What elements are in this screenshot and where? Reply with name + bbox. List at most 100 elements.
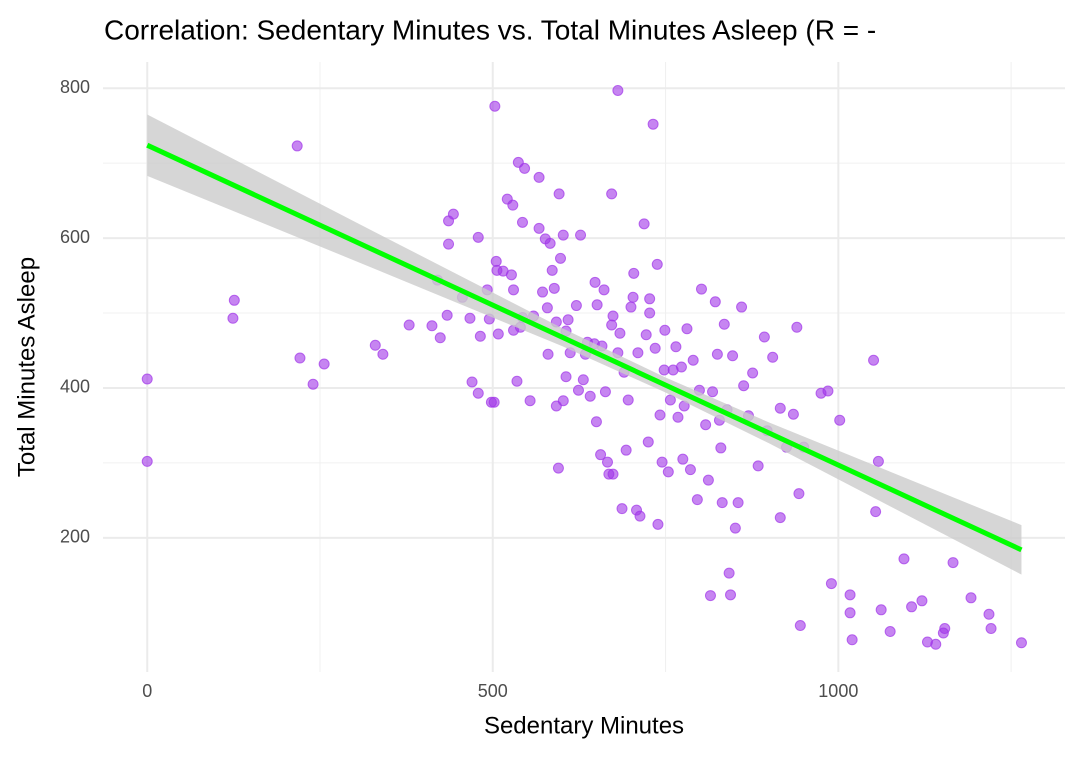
x-tick-label: 500 — [478, 681, 508, 701]
data-point — [620, 444, 632, 456]
data-point — [474, 330, 486, 342]
data-point — [606, 188, 618, 200]
data-point — [598, 284, 610, 296]
data-point — [868, 354, 880, 366]
data-point — [625, 301, 637, 313]
x-tick-label: 1000 — [818, 681, 858, 701]
data-point — [677, 453, 689, 465]
data-point — [227, 312, 239, 324]
data-point — [541, 302, 553, 314]
data-point — [294, 352, 306, 364]
data-point — [723, 567, 735, 579]
data-point — [844, 589, 856, 601]
data-point — [533, 222, 545, 234]
y-axis-label: Total Minutes Asleep — [13, 257, 40, 477]
data-point — [715, 442, 727, 454]
data-point — [369, 339, 381, 351]
data-point — [716, 497, 728, 509]
data-point — [464, 312, 476, 324]
data-point — [607, 310, 619, 322]
data-point — [774, 402, 786, 414]
data-point — [642, 436, 654, 448]
data-point — [652, 518, 664, 530]
data-point — [228, 294, 240, 306]
data-point — [1015, 637, 1027, 649]
data-point — [555, 252, 567, 264]
y-tick-label: 400 — [60, 377, 90, 397]
data-point — [870, 506, 882, 518]
data-point — [681, 323, 693, 335]
data-point — [552, 462, 564, 474]
data-point — [834, 414, 846, 426]
data-point — [632, 347, 644, 359]
data-point — [291, 140, 303, 152]
data-point — [664, 394, 676, 406]
data-point — [570, 300, 582, 312]
data-point — [612, 84, 624, 96]
data-point — [141, 373, 153, 385]
data-point — [537, 286, 549, 298]
data-point — [729, 522, 741, 534]
data-point — [707, 386, 719, 398]
data-point — [640, 329, 652, 341]
data-point — [472, 231, 484, 243]
data-point — [505, 269, 517, 281]
data-point — [872, 455, 884, 467]
data-point — [601, 456, 613, 468]
data-point — [727, 350, 739, 362]
y-tick-label: 200 — [60, 527, 90, 547]
data-point — [557, 229, 569, 241]
chart-title: Correlation: Sedentary Minutes vs. Total… — [104, 14, 876, 45]
data-point — [691, 494, 703, 506]
data-point — [825, 578, 837, 590]
data-point — [684, 464, 696, 476]
data-point — [700, 419, 712, 431]
data-point — [560, 371, 572, 383]
data-point — [898, 553, 910, 565]
data-point — [844, 607, 856, 619]
data-point — [590, 416, 602, 428]
confidence-band — [147, 114, 1022, 575]
data-point — [627, 291, 639, 303]
data-point — [489, 100, 501, 112]
data-point — [787, 408, 799, 420]
data-point — [752, 460, 764, 472]
data-point — [711, 348, 723, 360]
data-point — [546, 264, 558, 276]
data-point — [644, 293, 656, 305]
data-point — [672, 411, 684, 423]
data-point — [791, 321, 803, 333]
data-point — [533, 171, 545, 183]
data-point — [647, 118, 659, 130]
data-point — [659, 324, 671, 336]
data-point — [651, 258, 663, 270]
data-point — [732, 497, 744, 509]
data-point — [738, 380, 750, 392]
y-tick-label: 600 — [60, 227, 90, 247]
data-point — [709, 296, 721, 308]
data-point — [774, 512, 786, 524]
data-point — [702, 474, 714, 486]
data-point — [670, 341, 682, 353]
data-point — [511, 375, 523, 387]
data-point — [141, 455, 153, 467]
x-tick-label: 0 — [142, 681, 152, 701]
data-point — [725, 589, 737, 601]
x-axis-label: Sedentary Minutes — [484, 712, 684, 739]
data-point — [508, 284, 520, 296]
data-point — [794, 620, 806, 632]
data-point — [443, 238, 455, 250]
data-point — [441, 309, 453, 321]
data-point — [607, 468, 619, 480]
data-point — [584, 390, 596, 402]
data-point — [572, 384, 584, 396]
data-point — [490, 255, 502, 267]
data-point — [562, 314, 574, 326]
data-point — [591, 299, 603, 311]
data-point — [916, 595, 928, 607]
data-point — [675, 361, 687, 373]
data-point — [575, 229, 587, 241]
data-point — [599, 386, 611, 398]
data-point — [516, 216, 528, 228]
